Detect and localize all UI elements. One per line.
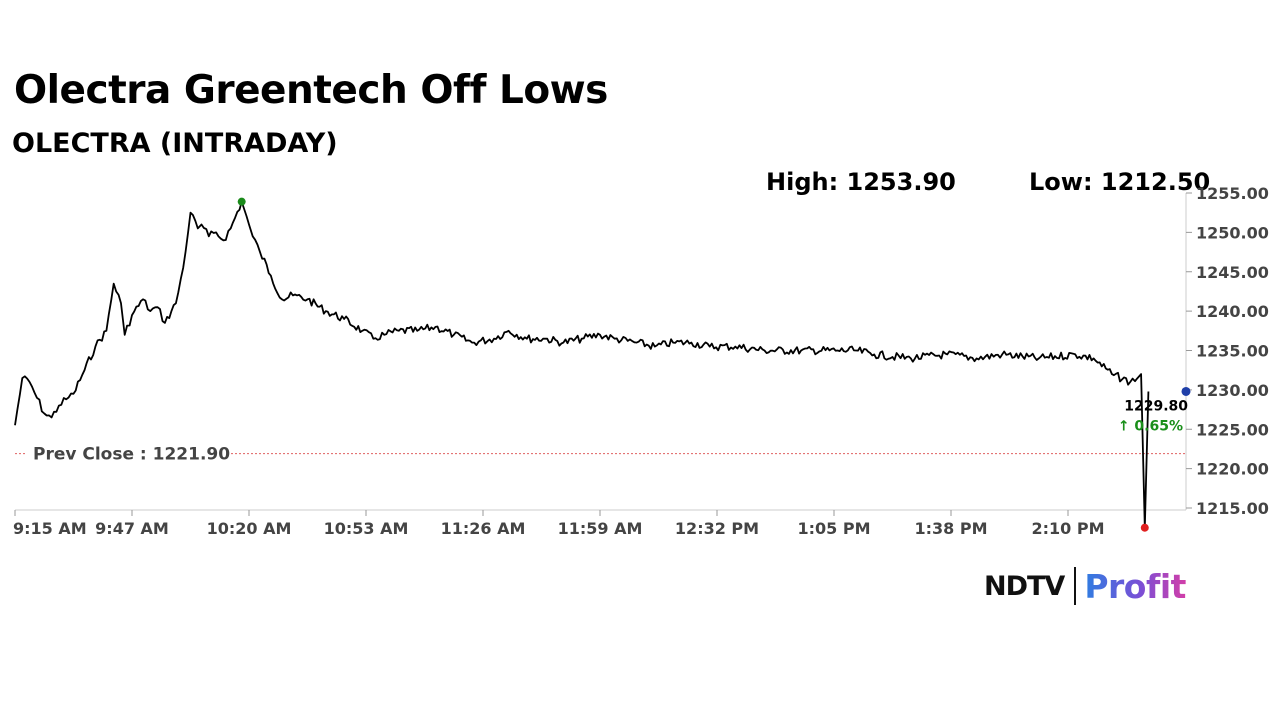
change-percent-label: ↑ 0.65%: [1118, 418, 1183, 434]
logo-ndtv: NDTV: [984, 570, 1065, 602]
logo-divider: [1074, 567, 1077, 605]
x-tick-label: 1:38 PM: [914, 519, 987, 538]
x-tick-label: 9:47 AM: [95, 519, 169, 538]
prev-close-label-bg: [27, 442, 229, 465]
x-tick-label: 12:32 PM: [675, 519, 759, 538]
y-tick-label: 1255.00: [1196, 184, 1269, 203]
y-tick-label: 1240.00: [1196, 302, 1269, 321]
y-axis-ticks: 1255.00 1250.00 1245.00 1240.00 1235.00 1230.…: [1186, 184, 1269, 518]
high-marker: [237, 197, 246, 206]
y-tick-label: 1250.00: [1196, 223, 1269, 242]
prev-close-label: Prev Close : 1221.90: [33, 445, 230, 465]
y-tick-label: 1215.00: [1196, 499, 1269, 518]
x-tick-label: 10:53 AM: [324, 519, 409, 538]
ndtv-profit-logo: NDTV Profit: [984, 566, 1186, 606]
x-tick-label: 2:10 PM: [1031, 519, 1104, 538]
x-tick-label: 10:20 AM: [207, 519, 292, 538]
y-tick-label: 1230.00: [1196, 381, 1269, 400]
y-tick-label: 1225.00: [1196, 420, 1269, 439]
x-tick-label: 11:26 AM: [441, 519, 526, 538]
x-tick-label: 11:59 AM: [558, 519, 643, 538]
x-tick-label: 9:15 AM: [13, 519, 87, 538]
low-marker: [1140, 523, 1149, 532]
price-line: [14, 200, 1150, 529]
low-stat: Low: 1212.50: [1029, 168, 1211, 196]
chart-title: Olectra Greentech Off Lows: [14, 68, 608, 113]
high-stat: High: 1253.90: [766, 168, 956, 196]
chart-subtitle: OLECTRA (INTRADAY): [12, 128, 338, 159]
y-tick-label: 1220.00: [1196, 460, 1269, 479]
x-axis-ticks: 9:15 AM 9:47 AM 10:20 AM 10:53 AM 11:26 AM 11…: [13, 510, 1105, 538]
y-tick-label: 1245.00: [1196, 263, 1269, 282]
last-price-marker: [1181, 386, 1191, 396]
logo-profit: Profit: [1084, 566, 1186, 606]
y-tick-label: 1235.00: [1196, 342, 1269, 361]
x-tick-label: 1:05 PM: [797, 519, 870, 538]
last-price-label: 1229.80: [1124, 398, 1188, 414]
